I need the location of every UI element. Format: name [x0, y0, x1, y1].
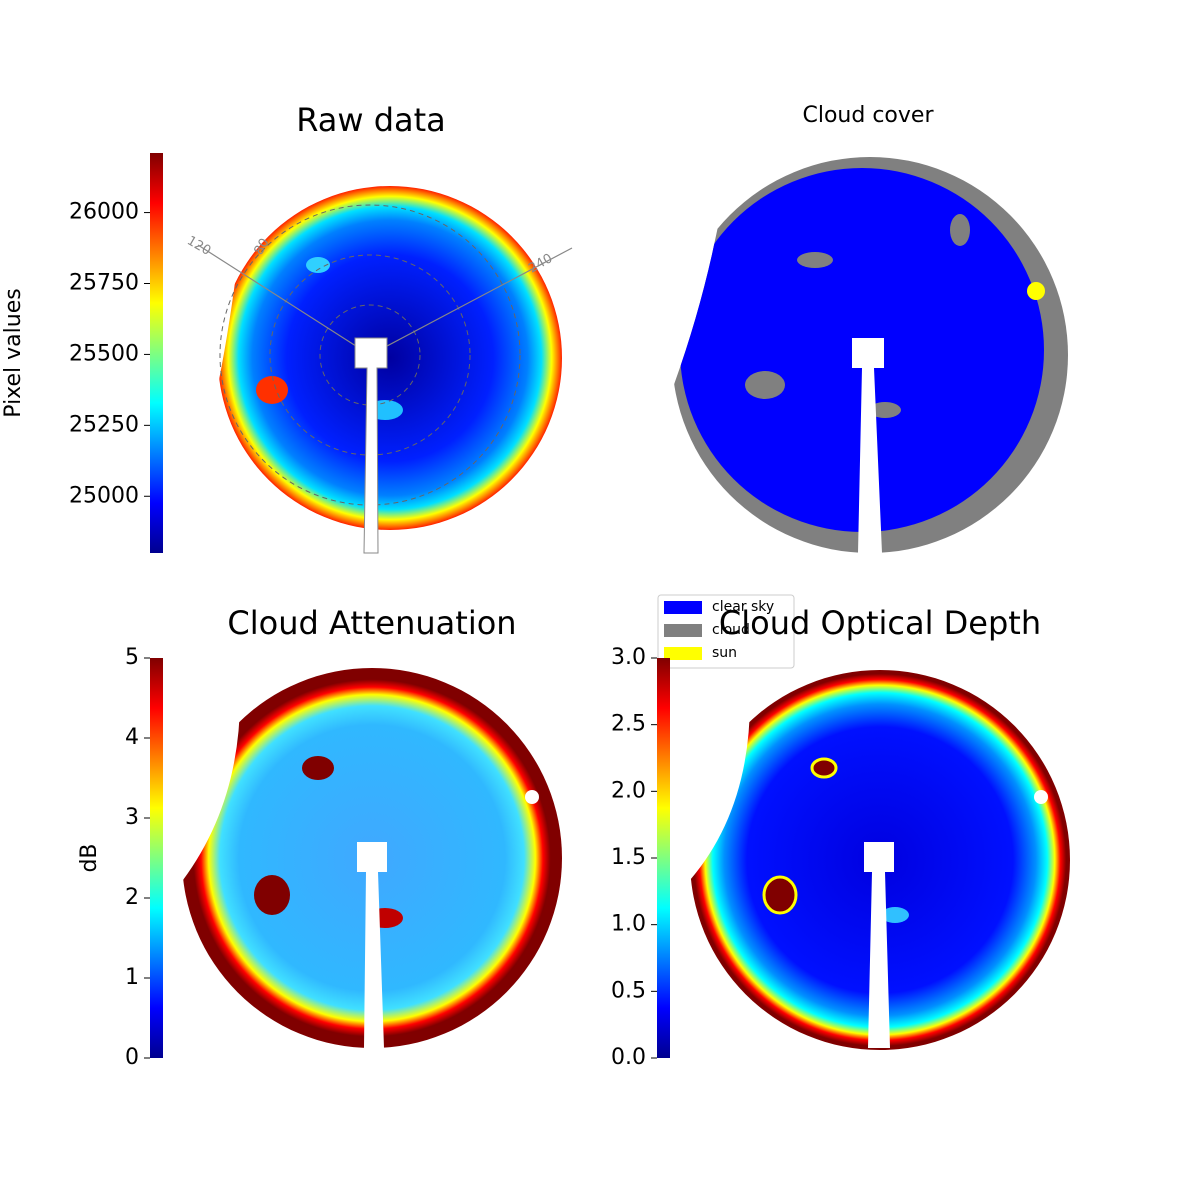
- polar-label: 240: [526, 251, 555, 276]
- legend-swatch: [664, 624, 702, 637]
- colorbar-tick-label: 1.0: [611, 912, 646, 937]
- cloud-cover-image: [672, 157, 1068, 553]
- colorbar-tick-label: 26000: [69, 200, 139, 225]
- colorbar: [150, 153, 163, 553]
- colorbar-tick-label: 2.0: [611, 778, 646, 803]
- colorbar-label: Pixel values: [1, 288, 26, 417]
- legend-swatch: [664, 647, 702, 660]
- panel-title: Cloud Optical Depth: [719, 604, 1041, 642]
- legend-label: sun: [712, 645, 737, 661]
- colorbar-tick-label: 3: [125, 805, 139, 830]
- optical-depth-image: [690, 670, 1070, 1050]
- colorbar-tick-label: 25000: [69, 483, 139, 508]
- attenuation-image: [183, 668, 562, 1048]
- colorbar: [657, 658, 670, 1058]
- panel-title: Cloud Attenuation: [227, 604, 516, 642]
- colorbar-tick-label: 1.5: [611, 845, 646, 870]
- colorbar: [150, 658, 163, 1058]
- colorbar-tick-label: 2: [125, 885, 139, 910]
- panel-title: Cloud cover: [803, 103, 935, 128]
- colorbar-tick-label: 5: [125, 645, 139, 670]
- colorbar-tick-label: 1: [125, 965, 139, 990]
- colorbar-tick-label: 0.5: [611, 978, 646, 1003]
- colorbar-tick-label: 3.0: [611, 645, 646, 670]
- polar-label: 80: [252, 236, 273, 258]
- colorbar-tick-label: 25750: [69, 270, 139, 295]
- colorbar-tick-label: 0: [125, 1045, 139, 1070]
- colorbar-tick-label: 4: [125, 725, 139, 750]
- panel-title: Raw data: [296, 101, 446, 139]
- legend-label: clear sky: [712, 599, 774, 615]
- polar-label: 120: [184, 234, 213, 259]
- legend-label: cloud: [712, 622, 750, 638]
- colorbar-tick-label: 2.5: [611, 712, 646, 737]
- raw-image: 120 80 240: [184, 186, 573, 554]
- legend-swatch: [664, 601, 702, 614]
- colorbar-label: dB: [77, 843, 102, 872]
- colorbar-tick-label: 25250: [69, 412, 139, 437]
- colorbar-tick-label: 25500: [69, 341, 139, 366]
- colorbar-tick-label: 0.0: [611, 1045, 646, 1070]
